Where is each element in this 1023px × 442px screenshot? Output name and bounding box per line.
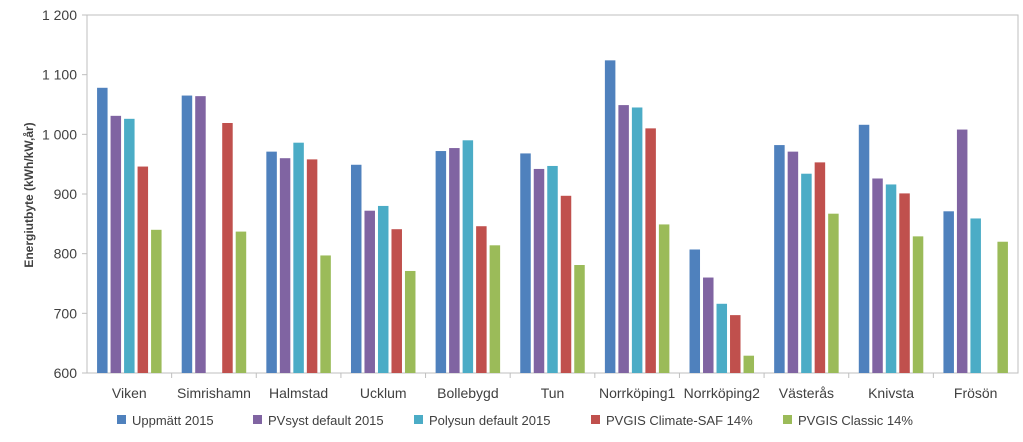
bar-polysun-default-2015-10 xyxy=(970,218,981,373)
x-tick-label: Norrköping1 xyxy=(599,385,675,401)
bar-pvsyst-default-2015-3 xyxy=(364,210,375,373)
bar-pvgis-climate-saf-14--4 xyxy=(476,226,487,373)
x-tick-label: Simrishamn xyxy=(177,385,251,401)
bar-pvgis-climate-saf-14--5 xyxy=(560,195,572,373)
bar-pvsyst-default-2015-8 xyxy=(787,151,799,373)
bar-uppm-tt-2015-0 xyxy=(97,87,108,373)
bar-pvgis-classic-14--8 xyxy=(828,213,839,373)
bar-pvgis-climate-saf-14--8 xyxy=(814,162,826,373)
legend-swatch xyxy=(591,415,600,424)
bar-pvgis-climate-saf-14--7 xyxy=(730,315,741,373)
bar-pvgis-classic-14--4 xyxy=(489,245,501,373)
bar-polysun-default-2015-3 xyxy=(377,205,389,373)
legend: Uppmätt 2015 PVsyst default 2015 Polysun d… xyxy=(117,413,913,428)
legend-label: PVsyst default 2015 xyxy=(268,413,384,428)
bar-pvgis-classic-14--6 xyxy=(658,224,670,373)
y-axis-title: Energiutbyte (kWh/kW,år) xyxy=(22,122,36,267)
bar-uppm-tt-2015-4 xyxy=(435,151,447,373)
bar-uppm-tt-2015-1 xyxy=(181,95,193,374)
y-tick-label: 1 100 xyxy=(42,67,77,83)
bar-uppm-tt-2015-10 xyxy=(943,211,954,373)
bar-polysun-default-2015-8 xyxy=(801,173,812,373)
bar-pvgis-classic-14--10 xyxy=(997,241,1008,373)
bar-polysun-default-2015-6 xyxy=(631,107,643,373)
bar-pvsyst-default-2015-6 xyxy=(618,105,629,373)
y-axis-title-group: Energiutbyte (kWh/kW,år) xyxy=(22,122,36,267)
bar-pvsyst-default-2015-2 xyxy=(279,158,291,373)
bar-pvgis-classic-14--1 xyxy=(235,231,247,373)
bar-pvgis-climate-saf-14--3 xyxy=(391,229,402,373)
x-tick-label: Ucklum xyxy=(360,385,407,401)
bar-pvgis-climate-saf-14--1 xyxy=(222,122,233,373)
bar-pvsyst-default-2015-9 xyxy=(872,178,883,373)
x-tick-label: Bollebygd xyxy=(437,385,499,401)
x-tick-label: Tun xyxy=(541,385,565,401)
legend-label: Uppmätt 2015 xyxy=(132,413,214,428)
legend-label: PVGIS Climate-SAF 14% xyxy=(606,413,753,428)
legend-label: PVGIS Classic 14% xyxy=(798,413,913,428)
legend-swatch xyxy=(414,415,423,424)
bar-pvsyst-default-2015-1 xyxy=(195,96,206,373)
bar-polysun-default-2015-7 xyxy=(716,303,728,373)
x-tick-label: Frösön xyxy=(954,385,998,401)
bar-polysun-default-2015-9 xyxy=(885,184,897,373)
bar-pvsyst-default-2015-7 xyxy=(703,277,714,373)
bar-polysun-default-2015-0 xyxy=(124,118,135,373)
bar-pvgis-climate-saf-14--9 xyxy=(899,193,910,373)
bar-pvsyst-default-2015-5 xyxy=(533,168,545,373)
bar-pvgis-climate-saf-14--0 xyxy=(137,166,149,373)
y-axis-ticks: 600 700 800 900 1 000 1 100 1 200 xyxy=(42,7,87,381)
bar-uppm-tt-2015-7 xyxy=(689,249,701,373)
bar-pvgis-classic-14--9 xyxy=(912,236,924,373)
x-tick-label: Knivsta xyxy=(868,385,914,401)
y-tick-label: 700 xyxy=(54,305,78,321)
y-tick-label: 1 000 xyxy=(42,126,77,142)
bar-polysun-default-2015-4 xyxy=(462,140,474,373)
bar-pvsyst-default-2015-0 xyxy=(110,115,122,373)
bar-polysun-default-2015-5 xyxy=(547,165,558,373)
bar-pvgis-classic-14--5 xyxy=(574,265,585,373)
y-tick-label: 600 xyxy=(54,365,78,381)
bars-group xyxy=(97,60,1008,378)
bar-pvgis-climate-saf-14--2 xyxy=(306,159,318,373)
bar-polysun-default-2015-2 xyxy=(293,142,304,373)
bar-uppm-tt-2015-6 xyxy=(604,60,616,373)
bar-uppm-tt-2015-5 xyxy=(520,153,531,373)
x-tick-label: Halmstad xyxy=(269,385,328,401)
bar-pvgis-classic-14--2 xyxy=(320,255,331,373)
y-tick-label: 900 xyxy=(54,186,78,202)
y-tick-label: 800 xyxy=(54,246,78,262)
legend-swatch xyxy=(253,415,262,424)
legend-swatch xyxy=(117,415,126,424)
x-tick-label: Viken xyxy=(112,385,147,401)
x-tick-label: Västerås xyxy=(779,385,834,401)
bar-pvgis-climate-saf-14--6 xyxy=(645,128,656,373)
bar-pvsyst-default-2015-4 xyxy=(449,148,460,373)
legend-label: Polysun default 2015 xyxy=(429,413,550,428)
legend-swatch xyxy=(783,415,792,424)
bar-pvgis-classic-14--7 xyxy=(743,355,755,373)
bar-uppm-tt-2015-2 xyxy=(266,151,277,373)
bar-uppm-tt-2015-3 xyxy=(350,164,362,373)
bar-pvgis-classic-14--0 xyxy=(151,229,162,373)
x-axis-labels: Viken Simrishamn Halmstad Ucklum Bollebygd Tu… xyxy=(112,385,998,401)
bar-uppm-tt-2015-9 xyxy=(858,124,870,373)
x-tick-label: Norrköping2 xyxy=(684,385,760,401)
bar-pvgis-classic-14--3 xyxy=(404,270,416,373)
bar-uppm-tt-2015-8 xyxy=(774,145,785,373)
bar-pvsyst-default-2015-10 xyxy=(956,129,968,373)
y-tick-label: 1 200 xyxy=(42,7,77,23)
